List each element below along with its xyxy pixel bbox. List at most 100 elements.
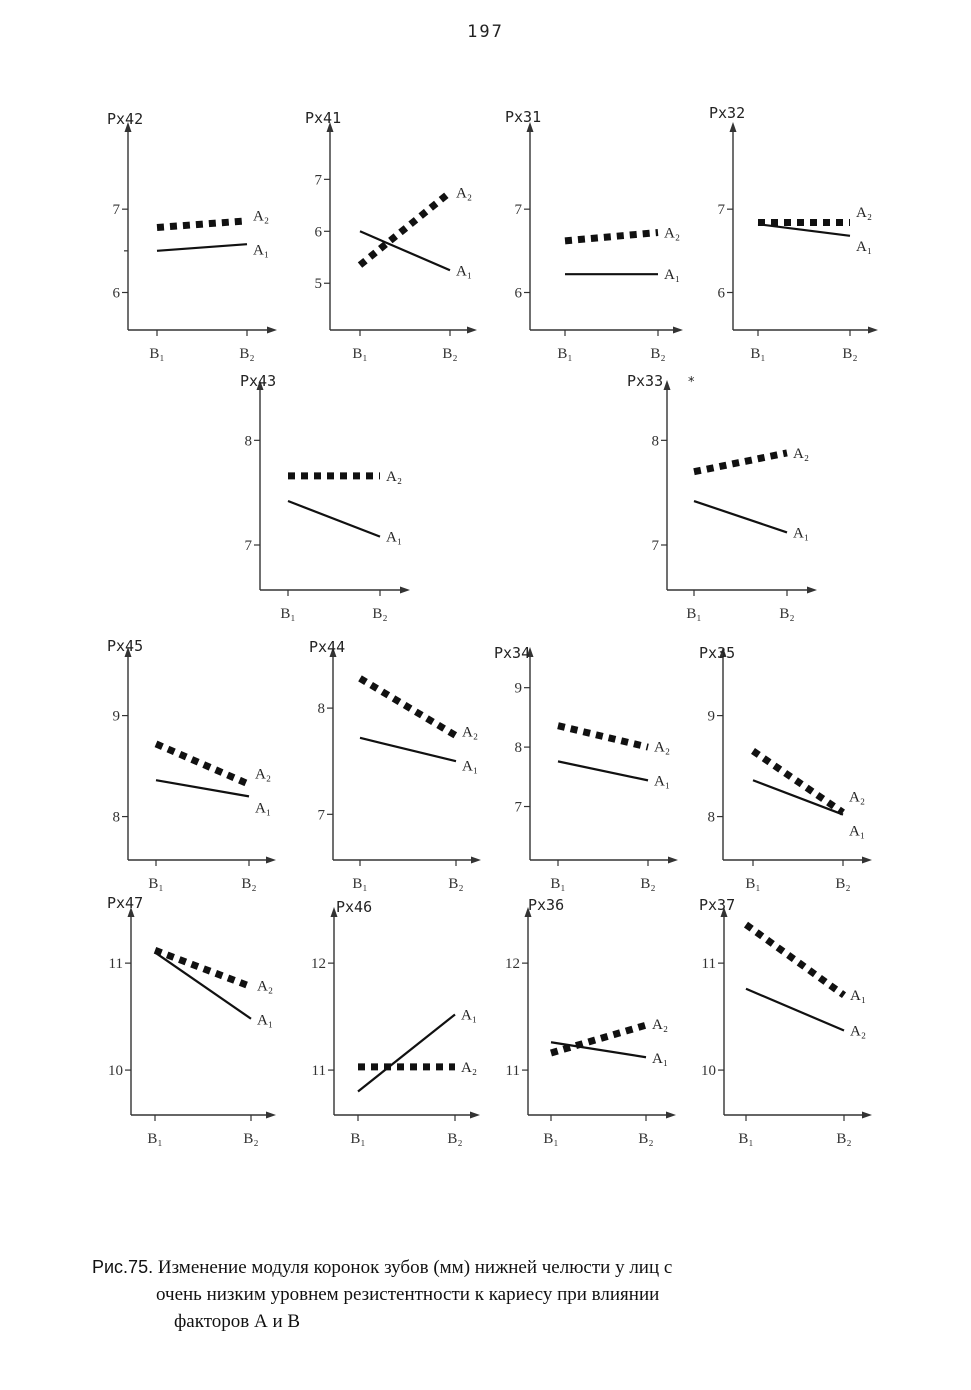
plot-panel-px36: Px36 11 12 B₁ B₂ A₂ A₁ bbox=[505, 896, 676, 1147]
plot-panel-px43: Px43 7 8 B₁ B₂ A₂ A₁ bbox=[240, 372, 410, 622]
series-line-solid bbox=[156, 243, 248, 252]
caption-line-1: Изменение модуля коронок зубов (мм) нижн… bbox=[157, 1257, 673, 1278]
series-label: A₂ bbox=[456, 185, 472, 201]
plot-panel-px47: Px47 10 11 B₁ B₂ A₂ A₁ bbox=[107, 894, 276, 1147]
series-label: A₁ bbox=[850, 988, 866, 1004]
panel-title: Px34 bbox=[494, 644, 530, 662]
y-tick-label: 6 bbox=[718, 286, 726, 302]
panel-title: Px41 bbox=[305, 109, 341, 127]
y-tick-label: 12 bbox=[311, 956, 326, 972]
series-label: A₁ bbox=[461, 1007, 477, 1023]
series-line-dashed bbox=[751, 748, 845, 816]
y-tick-label: 11 bbox=[109, 956, 123, 972]
x-axis-arrow bbox=[266, 1111, 276, 1119]
x-tick-label: B₁ bbox=[352, 876, 367, 892]
x-tick-label: B₁ bbox=[686, 606, 701, 622]
x-tick-label: B₁ bbox=[738, 1131, 753, 1147]
series-label: A₁ bbox=[257, 1013, 273, 1029]
y-tick-label: 8 bbox=[652, 433, 660, 449]
plot-panel-px32: Px32 6 7 B₁ B₂ A₂ A₁ bbox=[709, 104, 878, 362]
x-axis-arrow bbox=[673, 326, 683, 334]
y-tick-label: 6 bbox=[113, 286, 121, 302]
series-line-solid bbox=[154, 951, 252, 1020]
y-tick-label: 8 bbox=[245, 433, 253, 449]
x-tick-label: B₂ bbox=[447, 1131, 462, 1147]
y-tick-label: 7 bbox=[515, 202, 523, 218]
y-tick-label: 6 bbox=[515, 286, 523, 302]
series-label: A₁ bbox=[856, 239, 872, 255]
significance-marker: * bbox=[688, 375, 695, 390]
y-tick-label: 8 bbox=[318, 701, 326, 717]
series-line-dashed bbox=[564, 229, 659, 245]
x-axis-arrow bbox=[266, 856, 276, 864]
y-tick-label: 11 bbox=[312, 1063, 326, 1079]
y-tick-label: 11 bbox=[506, 1063, 520, 1079]
x-tick-label: B₂ bbox=[442, 346, 457, 362]
series-label: A₁ bbox=[849, 824, 865, 840]
y-tick-label: 7 bbox=[318, 807, 326, 823]
x-tick-label: B₂ bbox=[448, 876, 463, 892]
plot-panel-px35: Px35 8 9 B₁ B₂ A₂ A₁ bbox=[699, 644, 872, 892]
y-tick-label: 8 bbox=[515, 740, 523, 756]
y-tick-label: 10 bbox=[701, 1063, 716, 1079]
x-axis-arrow bbox=[862, 856, 872, 864]
series-label: A₂ bbox=[654, 740, 670, 756]
panel-title: Px35 bbox=[699, 644, 735, 662]
y-axis-arrow bbox=[663, 380, 671, 390]
series-label: A₂ bbox=[253, 209, 269, 225]
series-line-dashed bbox=[550, 1021, 647, 1057]
series-label: A₂ bbox=[462, 724, 478, 740]
figure-caption: Рис.75. Изменение модуля коронок зубов (… bbox=[92, 1254, 852, 1335]
series-line-dashed bbox=[153, 947, 253, 990]
series-label: A₂ bbox=[255, 766, 271, 782]
plot-panel-px37: Px37 10 11 B₁ B₂ A₁ A₂ bbox=[699, 896, 872, 1147]
panel-title: Px31 bbox=[505, 108, 541, 126]
series-label: A₁ bbox=[652, 1051, 668, 1067]
series-label: A₁ bbox=[255, 800, 271, 816]
y-tick-label: 9 bbox=[515, 681, 523, 697]
y-axis-arrow bbox=[326, 122, 334, 132]
y-tick-label: 8 bbox=[113, 810, 121, 826]
panel-title: Px36 bbox=[528, 896, 564, 914]
x-tick-label: B₁ bbox=[350, 1131, 365, 1147]
plot-panel-px34: Px34 7 8 9 B₁ B₂ A₂ A₁ bbox=[494, 644, 678, 892]
panel-title: Px44 bbox=[309, 638, 345, 656]
series-line-solid bbox=[752, 779, 844, 816]
y-tick-label: 7 bbox=[113, 202, 121, 218]
series-line-dashed bbox=[156, 217, 248, 231]
series-label: A₁ bbox=[386, 530, 402, 546]
panel-title: Px45 bbox=[107, 637, 143, 655]
x-axis-arrow bbox=[267, 326, 277, 334]
x-axis-arrow bbox=[471, 856, 481, 864]
series-label: A₁ bbox=[253, 243, 269, 259]
y-tick-label: 11 bbox=[702, 956, 716, 972]
panel-title: Px46 bbox=[336, 898, 372, 916]
series-line-solid bbox=[359, 230, 451, 272]
x-tick-label: B₂ bbox=[779, 606, 794, 622]
y-axis-arrow bbox=[719, 647, 727, 657]
series-line-solid bbox=[357, 1013, 456, 1093]
y-tick-label: 5 bbox=[315, 276, 323, 292]
x-axis-arrow bbox=[400, 586, 410, 594]
x-tick-label: B₁ bbox=[557, 346, 572, 362]
x-tick-label: B₂ bbox=[241, 876, 256, 892]
y-tick-label: 7 bbox=[315, 172, 323, 188]
x-tick-label: B₁ bbox=[745, 876, 760, 892]
series-line-solid bbox=[557, 760, 649, 782]
x-axis-arrow bbox=[467, 326, 477, 334]
y-tick-label: 6 bbox=[315, 224, 323, 240]
series-label: A₂ bbox=[793, 446, 809, 462]
x-tick-label: B₂ bbox=[836, 1131, 851, 1147]
x-tick-label: B₂ bbox=[650, 346, 665, 362]
x-tick-label: B₂ bbox=[835, 876, 850, 892]
x-tick-label: B₂ bbox=[243, 1131, 258, 1147]
x-tick-label: B₂ bbox=[842, 346, 857, 362]
y-axis-arrow bbox=[720, 907, 728, 917]
x-tick-label: B₁ bbox=[543, 1131, 558, 1147]
series-line-solid bbox=[287, 500, 381, 538]
series-label: A₂ bbox=[850, 1024, 866, 1040]
series-line-solid bbox=[745, 987, 845, 1032]
x-tick-label: B₁ bbox=[147, 1131, 162, 1147]
y-tick-label: 9 bbox=[113, 709, 121, 725]
plot-panel-px33: Px33 * 7 8 B₁ B₂ A₂ A₁ bbox=[627, 372, 817, 622]
